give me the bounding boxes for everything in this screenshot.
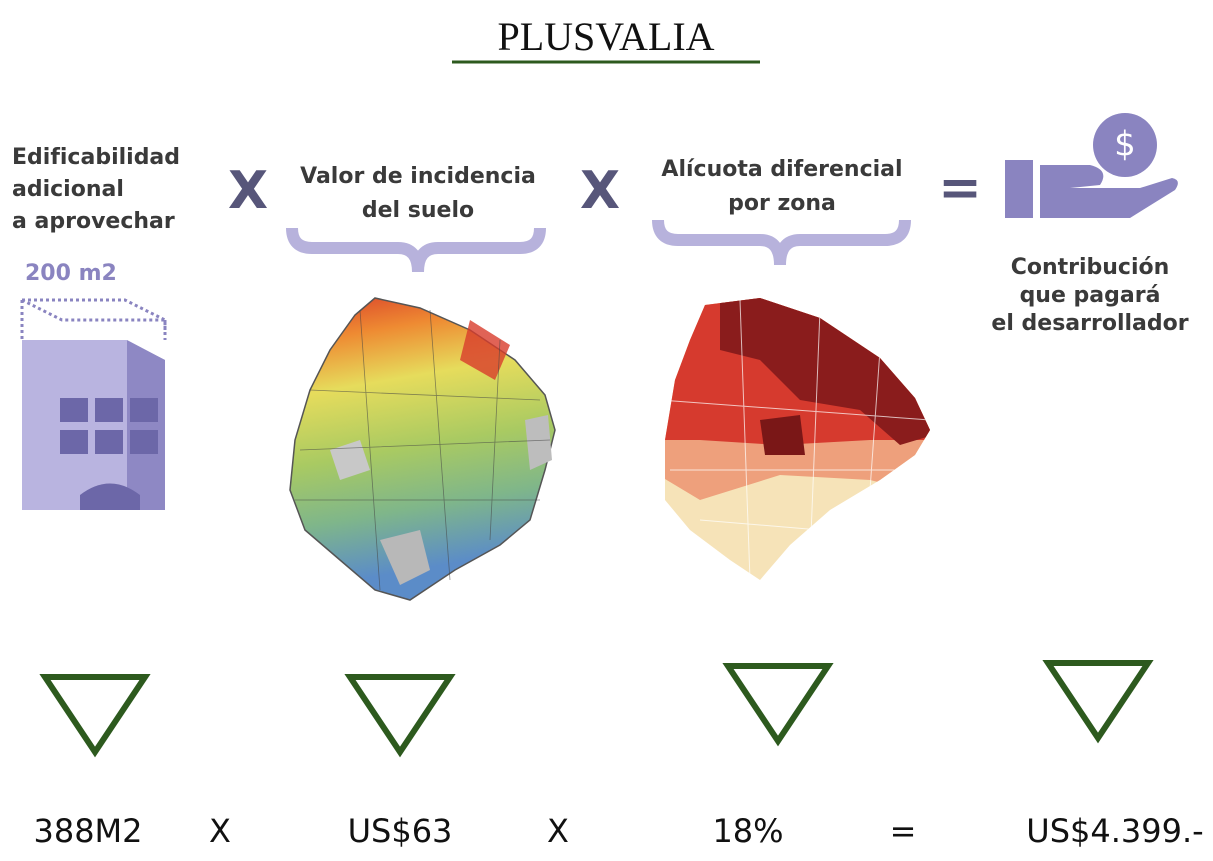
area-badge: 200 m2	[25, 261, 117, 286]
heading-line: a aprovechar	[12, 209, 175, 234]
result-operator: =	[890, 812, 917, 850]
caption-line: que pagará	[1020, 283, 1161, 308]
brace	[286, 227, 546, 273]
caption-line: el desarrollador	[991, 311, 1188, 336]
down-triangles	[39, 660, 1154, 758]
heading-line: del suelo	[362, 198, 474, 223]
heading-line: adicional	[12, 177, 124, 202]
result-operator: X	[209, 812, 231, 850]
payment-icon	[1005, 113, 1178, 218]
operator: X	[228, 161, 268, 221]
operator: =	[938, 158, 982, 218]
operator: X	[580, 161, 620, 221]
title: PLUSVALIA	[497, 14, 714, 59]
heading-line: por zona	[728, 191, 836, 216]
dollar-sign: $	[1114, 125, 1136, 165]
brace	[652, 219, 911, 266]
heading-line: Alícuota diferencial	[661, 157, 902, 182]
zone-rate-map	[665, 298, 930, 580]
caption-line: Contribución	[1011, 255, 1170, 280]
result-term: US$63	[348, 812, 453, 850]
result-total: US$4.399.-	[1026, 812, 1203, 850]
land-value-map	[289, 297, 556, 601]
heading-line: Edificabilidad	[12, 145, 180, 170]
result-operator: X	[547, 812, 569, 850]
building-icon	[20, 298, 167, 510]
heading-line: Valor de incidencia	[300, 164, 536, 189]
result-term: 18%	[712, 812, 783, 850]
result-term: 388M2	[33, 812, 142, 850]
